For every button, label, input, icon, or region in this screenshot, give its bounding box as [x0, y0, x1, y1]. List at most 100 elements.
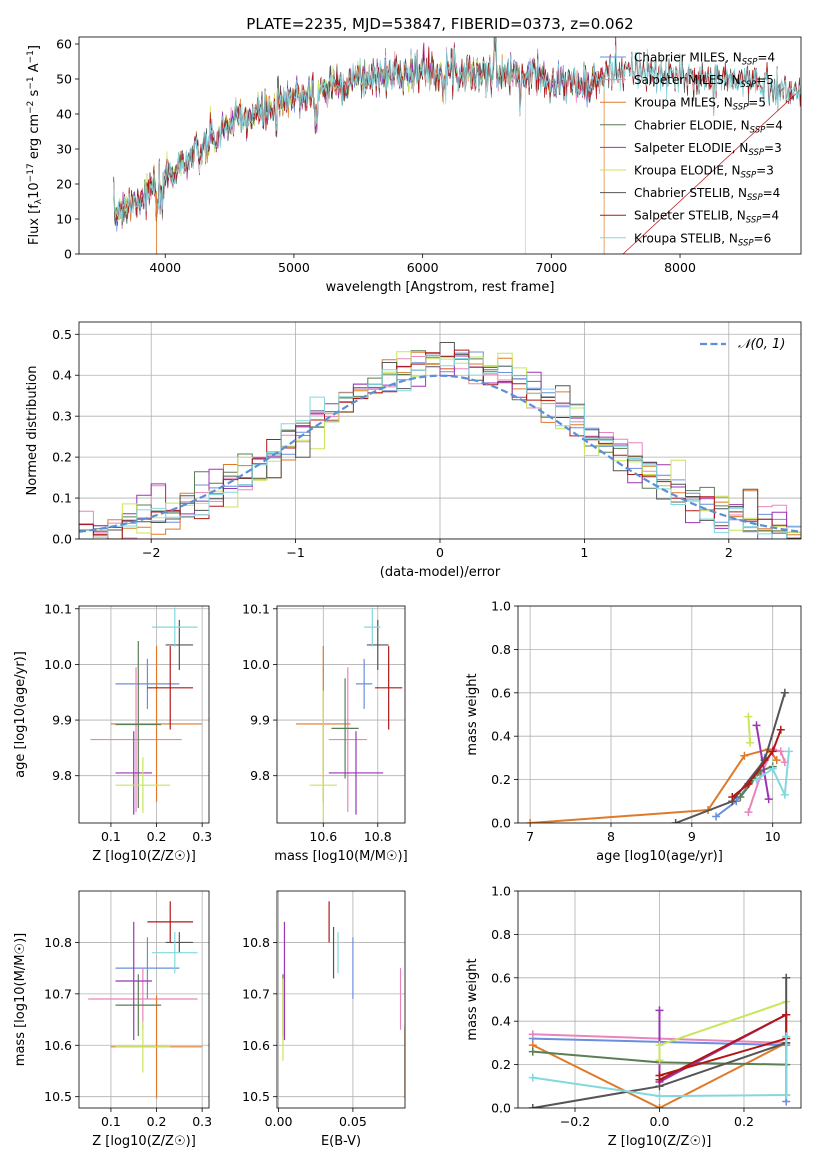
x-tick-label: 0.00 [265, 1114, 293, 1129]
y-tick-label: 10.8 [242, 935, 270, 950]
x-tick-label: 0.05 [339, 1114, 367, 1129]
y-tick-label: 0.3 [52, 409, 72, 424]
y-tick-label: 10.0 [242, 657, 270, 672]
weight-vs-age-marker-kroupa_stelib [752, 775, 761, 784]
weight-vs-age-marker-salpeter_stelib [728, 792, 737, 801]
weight-vs-age-line-kroupa_miles [530, 748, 778, 823]
x-tick-label: 5000 [278, 260, 310, 275]
weight-vs-z-axes: −0.2 0.0 0.2 0.0 0.2 0.4 0.6 0.8 1.0 Z [log10(Z/Z… [465, 884, 802, 1149]
y-tick-label: 10.6 [242, 1038, 270, 1053]
x-tick-label: 0.2 [734, 1114, 754, 1129]
y-tick-label: 9.8 [52, 768, 72, 783]
x-tick-label: −2 [142, 545, 160, 560]
histogram-kroupa_stelib [79, 354, 801, 539]
figure-title: PLATE=2235, MJD=53847, FIBERID=0373, z=0… [246, 15, 633, 33]
x-axis-label: Z [log10(Z/Z☉)] [92, 1134, 196, 1149]
axes-frame [276, 890, 406, 1109]
weight-vs-z-line-kroupa_stelib [532, 1036, 788, 1098]
legend-entry: Chabrier STELIB, NSSP=4 [634, 186, 780, 203]
y-tick-label: 0.1 [52, 491, 72, 506]
y-tick-label: 0.6 [491, 685, 511, 700]
axes-frame [517, 890, 802, 1109]
x-tick-label: 10.6 [309, 829, 337, 844]
y-tick-label: 50 [56, 72, 72, 87]
weight-vs-z-marker-chabrier_elodie [528, 1047, 537, 1056]
weight-vs-age-marker-salpeter_stelib [744, 779, 753, 788]
normal-curve [79, 374, 801, 533]
weight-vs-age-marker-chabrier_miles [712, 812, 721, 821]
y-tick-label: 0.2 [52, 450, 72, 465]
y-axis-label: mass weight [465, 673, 480, 755]
weight-vs-z-marker-salpeter_miles [528, 1030, 537, 1039]
y-tick-label: 0.0 [52, 532, 72, 547]
x-axis-label: (data-model)/error [380, 565, 501, 580]
weight-vs-z-line-chabrier_stelib [532, 977, 788, 1108]
y-axis-label-part: −1 [26, 76, 36, 89]
y-tick-label: 10.5 [44, 1089, 72, 1104]
spectrum-line-kroupa_stelib [113, 37, 801, 222]
x-tick-label: 7 [526, 829, 534, 844]
x-axis-label: mass [log10(M/M☉)] [274, 849, 407, 864]
y-axis-label-part: 10 [27, 182, 42, 199]
mass-vs-ebv-plot-area [277, 891, 405, 1108]
x-tick-label: 0.3 [192, 1114, 212, 1129]
weight-vs-age-marker-kroupa_miles [772, 756, 781, 765]
weight-vs-z-marker-kroupa_stelib [528, 1073, 537, 1082]
spectrum-plot-area [113, 37, 801, 254]
y-tick-label: 0.8 [491, 927, 511, 942]
y-tick-label: 40 [56, 107, 72, 122]
residuals-axes: −2 −1 0 1 2 0.0 0.1 0.2 0.3 0.4 0.5 (data-model)/er… [25, 321, 802, 580]
x-tick-label: 0.2 [147, 1114, 167, 1129]
mass-vs-ebv-axes: 0.00 0.05 10.5 10.6 10.7 10.8 E(B-V) [242, 890, 406, 1149]
age-vs-z-axes: 0.1 0.2 0.3 9.8 9.9 10.0 10.1 Z [log10(Z/Z☉)] ag… [13, 601, 212, 864]
x-tick-label: −0.2 [560, 1114, 590, 1129]
legend-entry: Salpeter STELIB, NSSP=4 [634, 209, 779, 226]
weight-vs-z-marker-chabrier_stelib [528, 1104, 537, 1108]
weight-vs-z-marker-chabrier_stelib [782, 973, 791, 982]
y-axis-label-part: erg cm [27, 114, 42, 163]
axes-frame [78, 36, 802, 255]
mass-vs-z-plot-area [79, 891, 209, 1108]
x-tick-label: 9 [688, 829, 696, 844]
age-vs-mass-plot-area [277, 606, 405, 823]
x-tick-label: 0.1 [101, 829, 121, 844]
x-tick-label: 10 [765, 829, 781, 844]
weight-vs-age-marker-chabrier_elodie [736, 792, 745, 801]
y-tick-label: 10.7 [44, 986, 72, 1001]
weight-vs-z-marker-salpeter_stelib [782, 1010, 791, 1019]
y-axis-label-part: s [27, 89, 42, 100]
x-tick-label: 0.3 [192, 829, 212, 844]
y-tick-label: 0.4 [491, 729, 511, 744]
axes-frame [78, 890, 210, 1109]
weight-vs-age-marker-kroupa_miles [740, 751, 749, 760]
weight-vs-age-line-kroupa_elodie [747, 716, 752, 743]
spectrum-axes: 4000 5000 6000 7000 8000 0 10 20 30 40 50 60 wavelen… [26, 36, 802, 295]
y-axis-label: Flux [fλ10−17 erg cm−2 s−1 A−1] [26, 45, 44, 245]
weight-vs-age-marker-salpeter_miles [776, 747, 785, 756]
weight-vs-z-marker-kroupa_stelib [655, 1092, 664, 1101]
y-tick-label: 60 [56, 37, 72, 52]
weight-vs-age-marker-chabrier_stelib [780, 688, 789, 697]
y-axis-label-part: A [27, 63, 42, 76]
y-tick-label: 9.8 [250, 768, 270, 783]
y-tick-label: 0.6 [491, 970, 511, 985]
y-axis-label: mass [log10(M/M☉)] [13, 933, 28, 1066]
x-tick-label: 0.0 [650, 1114, 670, 1129]
x-tick-label: 10.8 [364, 829, 392, 844]
y-tick-label: 10.7 [242, 986, 270, 1001]
y-axis-label: age [log10(age/yr)] [13, 651, 28, 778]
weight-vs-z-marker-kroupa_elodie [655, 1056, 664, 1065]
axes-frame [517, 605, 802, 824]
weight-vs-age-marker-salpeter_elodie [752, 721, 761, 730]
y-axis-label-part: −17 [26, 163, 36, 182]
y-axis-label-part: ] [27, 45, 42, 50]
legend-entry: Kroupa MILES, NSSP=5 [634, 96, 766, 113]
x-axis-label: age [log10(age/yr)] [596, 849, 723, 864]
axes-frame [78, 321, 802, 540]
weight-vs-z-marker-kroupa_elodie [655, 1041, 664, 1050]
x-tick-label: 2 [725, 545, 733, 560]
weight-vs-z-marker-kroupa_stelib [782, 1090, 791, 1099]
weight-vs-z-plot-area [518, 891, 801, 1108]
weight-vs-z-marker-salpeter_stelib [655, 1075, 664, 1084]
